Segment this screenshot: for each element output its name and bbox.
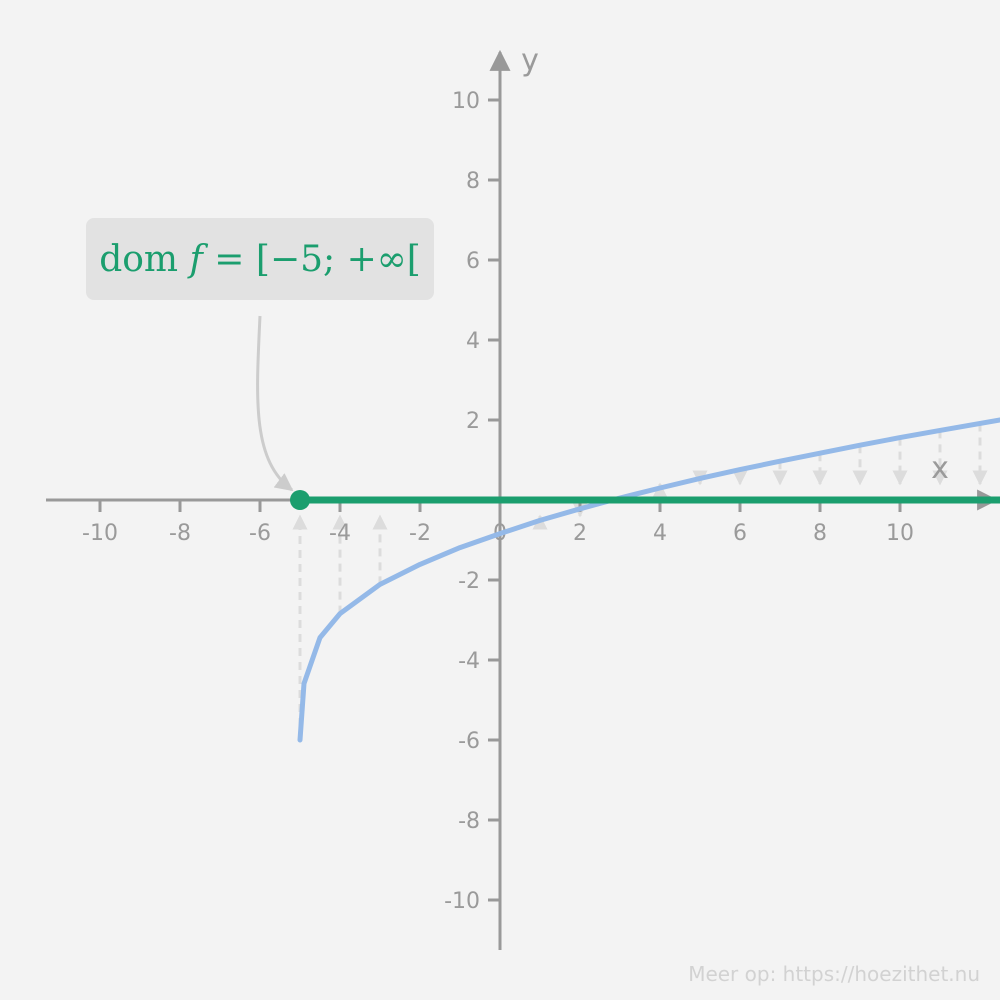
function-curve-group [297, 417, 1000, 743]
x-tick-label: -10 [82, 521, 118, 546]
footer-credit: Meer op: https://hoezithet.nu [688, 962, 980, 986]
x-axis-name: x [931, 451, 949, 486]
y-tick-label: -2 [458, 569, 480, 594]
y-tick-label: 6 [466, 249, 480, 274]
x-tick-label: 8 [813, 521, 827, 546]
y-axis-name: y [521, 43, 539, 78]
x-tick-label: 4 [653, 521, 667, 546]
domain-group [290, 490, 1000, 510]
y-tick-label: -4 [458, 649, 480, 674]
y-tick-label: -10 [444, 889, 480, 914]
callout-pointer-arrow [256, 315, 294, 492]
callout-prefix: dom [99, 238, 190, 280]
domain-start-point [290, 490, 310, 510]
function-curve [297, 417, 1000, 743]
domain-callout: dom f = [−5; +∞[ [86, 218, 434, 300]
domain-callout-text: dom f = [−5; +∞[ [99, 239, 421, 280]
x-tick-label: 10 [886, 521, 914, 546]
x-tick-label: 6 [733, 521, 747, 546]
y-tick-label: -8 [458, 809, 480, 834]
callout-suffix: = [−5; +∞[ [202, 238, 421, 280]
projection-arrows [292, 423, 988, 740]
x-tick-label: -4 [329, 521, 351, 546]
y-tick-label: 4 [466, 329, 480, 354]
y-tick-label: 2 [466, 409, 480, 434]
x-tick-label: -6 [249, 521, 271, 546]
x-tick-label: 2 [573, 521, 587, 546]
y-tick-label: -6 [458, 729, 480, 754]
x-tick-label: -8 [169, 521, 191, 546]
y-tick-label: 10 [452, 89, 480, 114]
x-tick-label: -2 [409, 521, 431, 546]
callout-function-name: f [189, 238, 203, 280]
y-tick-label: 8 [466, 169, 480, 194]
